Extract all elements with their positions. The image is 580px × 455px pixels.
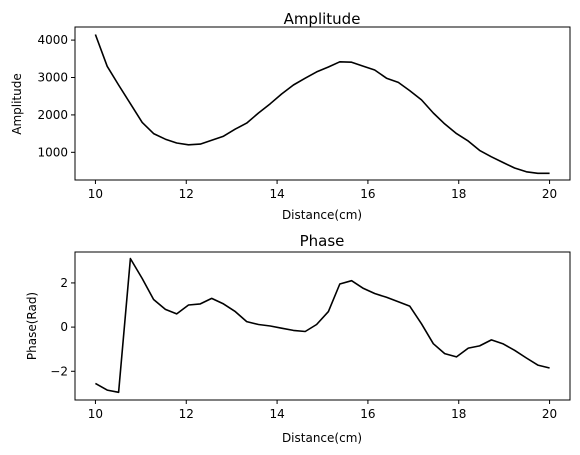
chart-title: Phase <box>300 232 345 250</box>
x-tick-label: 20 <box>542 187 557 201</box>
x-tick-label: 16 <box>360 407 375 421</box>
x-axis-label: Distance(cm) <box>282 208 362 222</box>
y-tick-label: 4000 <box>37 33 68 47</box>
x-tick-label: 12 <box>179 187 194 201</box>
x-tick-label: 16 <box>360 187 375 201</box>
y-axis-label: Amplitude <box>10 73 24 135</box>
phase-line <box>95 257 550 394</box>
amplitude-line <box>94 34 550 175</box>
x-tick-label: 10 <box>88 407 103 421</box>
x-tick-label: 10 <box>88 187 103 201</box>
chart-title: Amplitude <box>284 10 361 28</box>
amplitude-panel: Amplitude 10 12 14 16 18 20 1000200030004000 … <box>10 10 571 222</box>
x-tick-label: 18 <box>451 407 466 421</box>
y-tick-label: 2000 <box>37 108 68 122</box>
x-tick-label: 18 <box>451 187 466 201</box>
y-tick-label: 0 <box>60 320 68 334</box>
x-tick-label: 20 <box>542 407 557 421</box>
plot-frame <box>74 251 571 401</box>
x-axis-label: Distance(cm) <box>282 431 362 445</box>
y-tick-label: 1000 <box>37 145 68 159</box>
y-tick-label: −2 <box>50 364 68 378</box>
x-tick-label: 14 <box>269 407 284 421</box>
plot-frame <box>74 26 571 181</box>
y-axis-label: Phase(Rad) <box>25 292 39 360</box>
phase-panel: Phase 10 12 14 16 18 20 −2 0 2 Distance(cm) Pha… <box>25 232 571 445</box>
x-tick-label: 12 <box>179 407 194 421</box>
x-tick-label: 14 <box>269 187 284 201</box>
y-tick-label: 3000 <box>37 71 68 85</box>
y-tick-label: 2 <box>60 276 68 290</box>
